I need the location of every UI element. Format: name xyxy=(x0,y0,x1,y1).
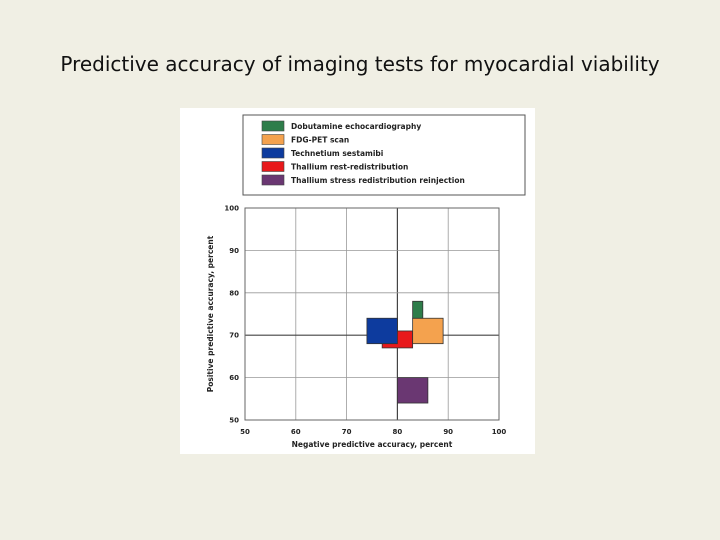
x-tick-label: 60 xyxy=(291,428,301,436)
legend-label: FDG-PET scan xyxy=(291,136,349,145)
data-rect xyxy=(366,317,398,345)
y-tick-label: 50 xyxy=(229,417,239,425)
y-tick-label: 70 xyxy=(229,332,239,340)
x-tick-label: 90 xyxy=(443,428,453,436)
legend-label: Thallium rest-redistribution xyxy=(291,163,408,172)
data-rect xyxy=(412,300,424,319)
data-rect xyxy=(412,317,444,345)
y-tick-label: 60 xyxy=(229,374,239,382)
x-tick-label: 70 xyxy=(342,428,352,436)
x-axis-label: Negative predictive accuracy, percent xyxy=(292,440,453,449)
plot-frame xyxy=(244,207,500,421)
legend-swatch xyxy=(261,174,285,186)
data-marks xyxy=(366,300,444,404)
y-tick-label: 100 xyxy=(224,205,239,213)
x-tick-label: 50 xyxy=(240,428,250,436)
x-tick-label: 80 xyxy=(393,428,403,436)
grid xyxy=(244,207,500,421)
y-tick-label: 90 xyxy=(229,247,239,255)
y-axis-label: Positive predictive accuracy, percent xyxy=(206,235,215,392)
legend-swatch xyxy=(261,161,285,172)
y-tick-label: 80 xyxy=(229,289,239,297)
legend-swatch xyxy=(261,120,285,132)
legend-label: Thallium stress redistribution reinjecti… xyxy=(291,176,465,185)
legend: Dobutamine echocardiography FDG-PET scan T… xyxy=(242,114,526,196)
legend-box xyxy=(242,114,526,196)
chart-svg: Dobutamine echocardiography FDG-PET scan T… xyxy=(206,114,526,449)
legend-swatch xyxy=(261,134,285,145)
slide-title: Predictive accuracy of imaging tests for… xyxy=(60,52,660,76)
legend-swatch xyxy=(261,147,285,159)
legend-label: Dobutamine echocardiography xyxy=(291,122,421,131)
legend-label: Technetium sestamibi xyxy=(291,149,383,158)
tick-labels: 50 60 70 80 90 100 50 60 70 80 90 100 xyxy=(224,205,506,437)
chart-figure: Dobutamine echocardiography FDG-PET scan T… xyxy=(180,108,535,454)
data-rect xyxy=(396,377,429,404)
x-tick-label: 100 xyxy=(492,428,507,436)
